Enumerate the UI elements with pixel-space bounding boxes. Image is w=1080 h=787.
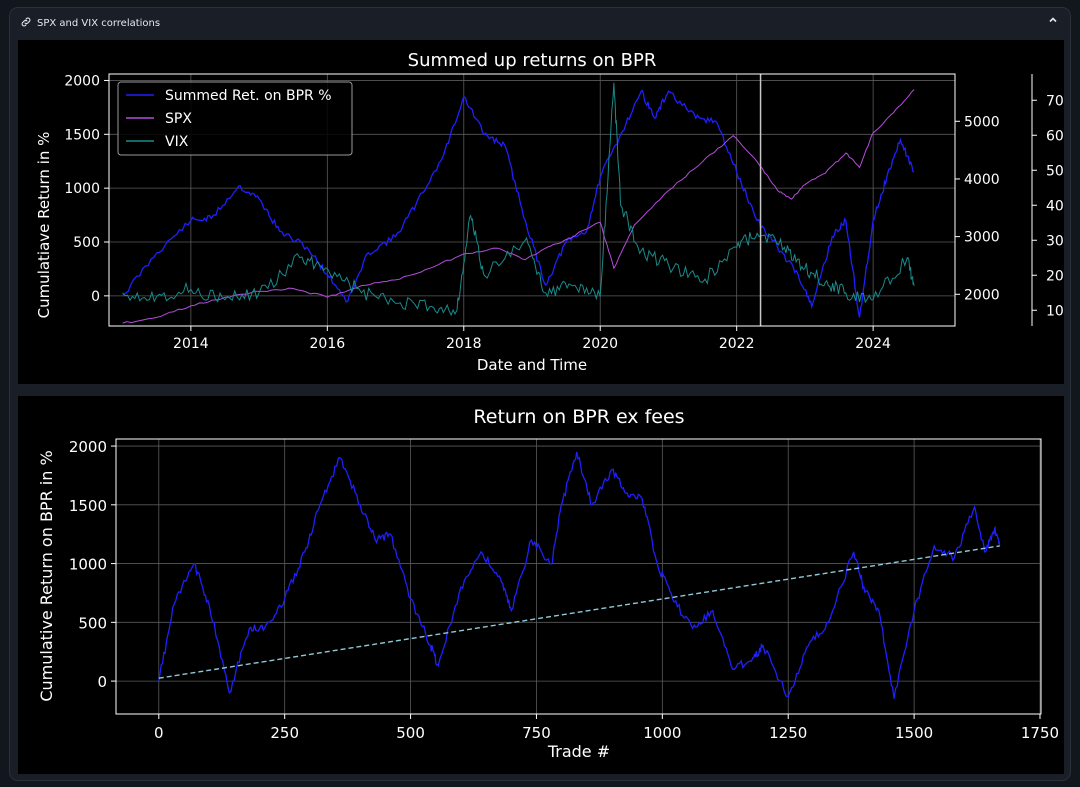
vix-tick-label: 10 [1046, 303, 1064, 319]
chart-2-container: Return on BPR ex fees Trade # Cumulative… [18, 396, 1064, 774]
x-tick-label: 250 [270, 724, 299, 742]
x-tick-label: 2016 [310, 336, 346, 352]
x-tick-label: 1250 [769, 724, 807, 742]
y-tick-label: 2000 [64, 73, 100, 89]
spx-tick-label: 4000 [964, 172, 1000, 188]
x-tick-label: 1500 [895, 724, 933, 742]
vix-tick-label: 70 [1046, 93, 1064, 109]
spx-tick-label: 3000 [964, 230, 1000, 246]
spx-tick-label: 2000 [964, 287, 1000, 303]
panel-title: SPX and VIX correlations [37, 18, 161, 29]
x-tick-label: 2024 [855, 336, 891, 352]
cumulative-return-line [158, 451, 1001, 699]
chart-1-xlabel: Date and Time [477, 356, 587, 374]
chart-1-ylabel: Cumulatiave Return in % [35, 132, 53, 319]
chart-2-xlabel: Trade # [547, 742, 610, 761]
chart-2-title: Return on BPR ex fees [473, 406, 684, 428]
legend-label: Summed Ret. on BPR % [165, 88, 332, 104]
x-tick-label: 500 [396, 724, 425, 742]
series-line-spx [122, 89, 915, 324]
chart-2-ylabel: Cumulative Return on BPR in % [37, 450, 56, 701]
vix-tick-label: 50 [1046, 163, 1064, 179]
x-tick-label: 0 [154, 724, 164, 742]
chevron-up-icon[interactable] [1048, 15, 1058, 28]
y-tick-label: 500 [73, 235, 100, 251]
legend-label: VIX [165, 134, 189, 150]
vix-tick-label: 30 [1046, 233, 1064, 249]
x-tick-label: 1750 [1021, 724, 1059, 742]
returns-vs-spx-vix-chart: Summed up returns on BPR Date and Time C… [35, 50, 1064, 374]
vix-tick-label: 40 [1046, 198, 1064, 214]
legend-label: SPX [165, 111, 192, 127]
y-tick-label: 500 [78, 614, 107, 632]
x-tick-label: 2018 [446, 336, 482, 352]
trend-line [158, 545, 1000, 679]
y-tick-label: 0 [91, 289, 100, 305]
chart-1-container: Summed up returns on BPR Date and Time C… [18, 40, 1064, 384]
chart-1-title: Summed up returns on BPR [408, 50, 657, 71]
x-tick-label: 2014 [173, 336, 209, 352]
plot-frame [115, 438, 1042, 715]
y-tick-label: 1000 [64, 181, 100, 197]
vix-tick-label: 20 [1046, 268, 1064, 284]
y-tick-label: 1000 [69, 556, 107, 574]
x-tick-label: 2020 [582, 336, 618, 352]
link-icon [20, 16, 32, 31]
plot-frame [108, 73, 956, 327]
return-per-trade-chart: Return on BPR ex fees Trade # Cumulative… [37, 406, 1059, 761]
legend-box [117, 81, 353, 156]
y-tick-label: 2000 [69, 438, 107, 456]
series-line-vix [122, 82, 915, 317]
correlations-panel: SPX and VIX correlations Summed up retur… [9, 7, 1071, 781]
spx-tick-label: 5000 [964, 114, 1000, 130]
series-line-left [122, 89, 915, 318]
x-tick-label: 750 [522, 724, 551, 742]
panel-header[interactable]: SPX and VIX correlations [10, 8, 1070, 38]
vix-tick-label: 60 [1046, 128, 1064, 144]
y-tick-label: 1500 [69, 497, 107, 515]
y-tick-label: 1500 [64, 127, 100, 143]
x-tick-label: 2022 [719, 336, 755, 352]
y-tick-label: 0 [97, 673, 107, 691]
x-tick-label: 1000 [643, 724, 681, 742]
